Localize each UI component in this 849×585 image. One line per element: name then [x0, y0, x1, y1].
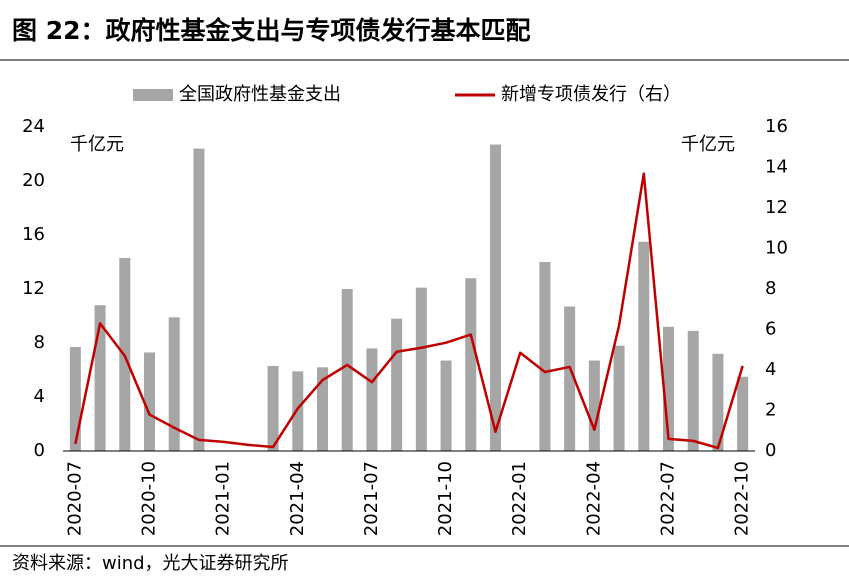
bar	[267, 365, 279, 451]
bar	[737, 376, 749, 451]
bar	[490, 144, 501, 452]
legend-label: 新增专项债发行（右）	[501, 84, 681, 105]
x-tick-label: 2021-10	[435, 461, 456, 536]
bar	[539, 262, 551, 451]
bar	[440, 360, 452, 451]
bar	[341, 289, 353, 451]
bar	[144, 352, 155, 451]
bar	[415, 287, 427, 451]
bar	[638, 241, 650, 451]
x-tick-label: 2022-07	[658, 461, 679, 536]
y2-tick-label: 4	[765, 359, 776, 380]
y-unit: 千亿元	[70, 134, 124, 155]
y2-tick-label: 8	[765, 278, 776, 299]
y2-tick-label: 2	[765, 400, 776, 421]
x-tick-label: 2020-10	[139, 461, 160, 536]
bar	[712, 353, 724, 451]
bar	[391, 318, 403, 451]
y2-tick-label: 0	[765, 440, 776, 461]
y2-tick-label: 14	[765, 157, 788, 178]
chart-title: 图 22：政府性基金支出与专项债发行基本匹配	[12, 16, 531, 45]
y-tick-label: 16	[22, 224, 45, 245]
x-tick-label: 2022-04	[583, 461, 604, 536]
bar	[687, 330, 699, 451]
y-tick-label: 24	[22, 116, 45, 137]
bar	[168, 317, 180, 451]
y-tick-label: 4	[34, 386, 45, 407]
bar	[317, 367, 328, 451]
y2-unit: 千亿元	[681, 134, 735, 155]
bar	[588, 360, 600, 451]
bar	[564, 306, 576, 451]
bar	[613, 345, 625, 451]
x-tick-label: 2022-01	[509, 461, 530, 536]
y2-tick-label: 16	[765, 116, 788, 137]
bar	[94, 305, 106, 451]
x-tick-label: 2021-04	[287, 461, 308, 536]
y-tick-label: 20	[22, 170, 45, 191]
x-tick-label: 2020-07	[64, 461, 85, 536]
y2-tick-label: 10	[765, 238, 788, 259]
source-note: 资料来源：wind，光大证券研究所	[12, 553, 289, 574]
legend-swatch	[133, 89, 173, 101]
line	[74, 172, 744, 450]
bar	[69, 347, 81, 451]
y2-tick-label: 6	[765, 319, 776, 340]
x-tick-label: 2021-07	[361, 461, 382, 536]
bar	[292, 371, 304, 451]
bar	[663, 326, 674, 451]
legend-label: 全国政府性基金支出	[179, 84, 341, 105]
y2-tick-label: 12	[765, 197, 788, 218]
y-tick-label: 12	[22, 278, 45, 299]
y-tick-label: 0	[34, 440, 45, 461]
x-tick-label: 2022-10	[732, 461, 753, 536]
y-tick-label: 8	[34, 332, 45, 353]
bar	[366, 348, 378, 451]
bar	[465, 278, 477, 451]
bar	[193, 148, 205, 451]
x-tick-label: 2021-01	[213, 461, 234, 536]
